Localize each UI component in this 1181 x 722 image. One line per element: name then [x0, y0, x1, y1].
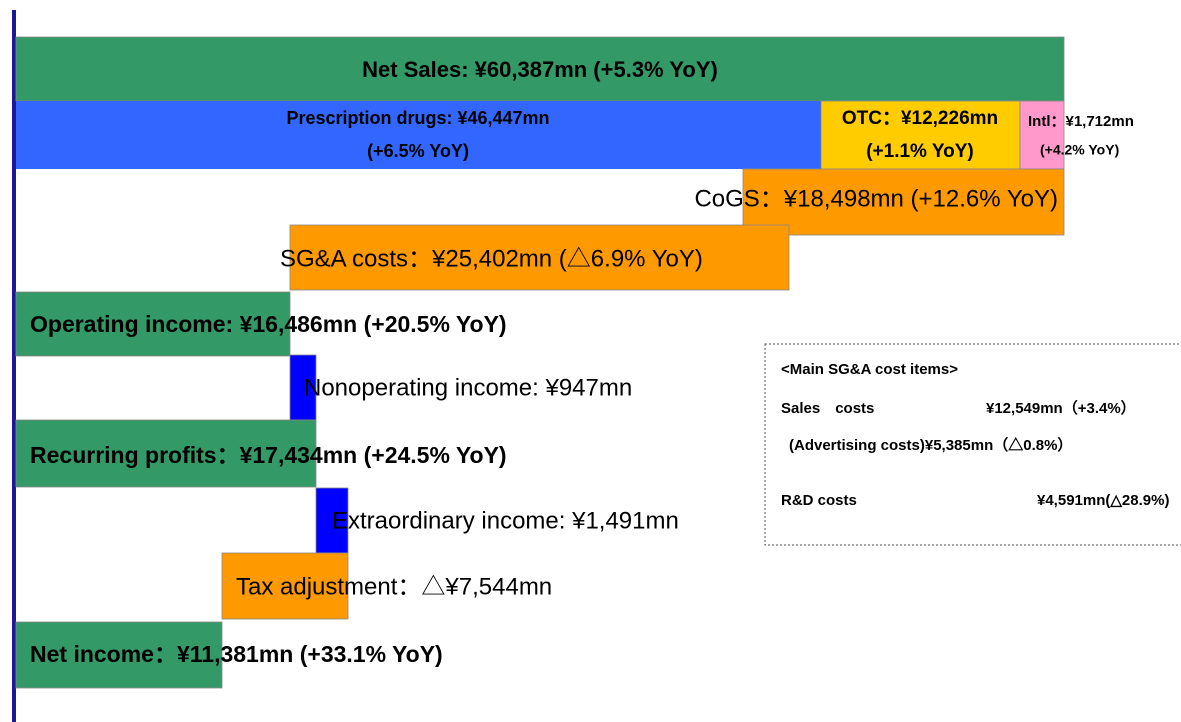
cogs-label: CoGS：¥18,498mn (+12.6% YoY)	[694, 185, 1058, 212]
left-axis	[12, 10, 16, 722]
otc-label: OTC：¥12,226mn	[842, 108, 998, 129]
extraordinary-income-bar	[315, 487, 349, 554]
extraordinary-income-label: Extraordinary income: ¥1,491mn	[332, 507, 679, 534]
otc-yoy: (+1.1% YoY)	[866, 141, 974, 162]
recurring-profits-bar	[15, 419, 317, 488]
prescription-bar	[16, 101, 821, 169]
recurring-profits-label: Recurring profits：¥17,434mn (+24.5% YoY)	[30, 442, 507, 468]
sga-label: SG&A costs：¥25,402mn (△6.9% YoY)	[280, 245, 703, 272]
intl-bar	[1019, 100, 1065, 170]
nonoperating-income-label: Nonoperating income: ¥947mn	[304, 374, 632, 401]
intl-label: Intl：¥1,712mn	[1028, 113, 1134, 130]
net-income-bar	[15, 621, 223, 689]
sales-costs-label: Sales costs	[781, 400, 874, 417]
advertising-costs: (Advertising costs)¥5,385mn（△0.8%）	[789, 436, 1072, 454]
net-income-label: Net income：¥11,381mn (+33.1% YoY)	[30, 641, 443, 667]
operating-income-label: Operating income: ¥16,486mn (+20.5% YoY)	[30, 311, 507, 337]
rnd-costs-label: R&D costs	[781, 492, 857, 509]
sga-box	[764, 343, 1181, 546]
intl-yoy: (+4.2% YoY)	[1040, 142, 1119, 158]
tax-adjustment-label: Tax adjustment：△¥7,544mn	[236, 573, 552, 600]
rnd-costs-value: ¥4,591mn(△28.9%)	[1037, 492, 1169, 509]
net-sales-bar	[15, 36, 1065, 102]
sales-costs-value: ¥12,549mn（+3.4%）	[986, 399, 1136, 417]
sga-box-title: <Main SG&A cost items>	[781, 361, 958, 378]
cogs-bar	[742, 168, 1065, 236]
tax-adjustment-bar	[221, 552, 349, 620]
net-sales-label: Net Sales: ¥60,387mn (+5.3% YoY)	[362, 57, 718, 82]
otc-bar	[820, 100, 1021, 170]
prescription-yoy: (+6.5% YoY)	[367, 141, 469, 161]
sga-bar	[289, 224, 790, 291]
operating-income-bar	[15, 291, 291, 357]
prescription-label: Prescription drugs: ¥46,447mn	[286, 108, 549, 128]
